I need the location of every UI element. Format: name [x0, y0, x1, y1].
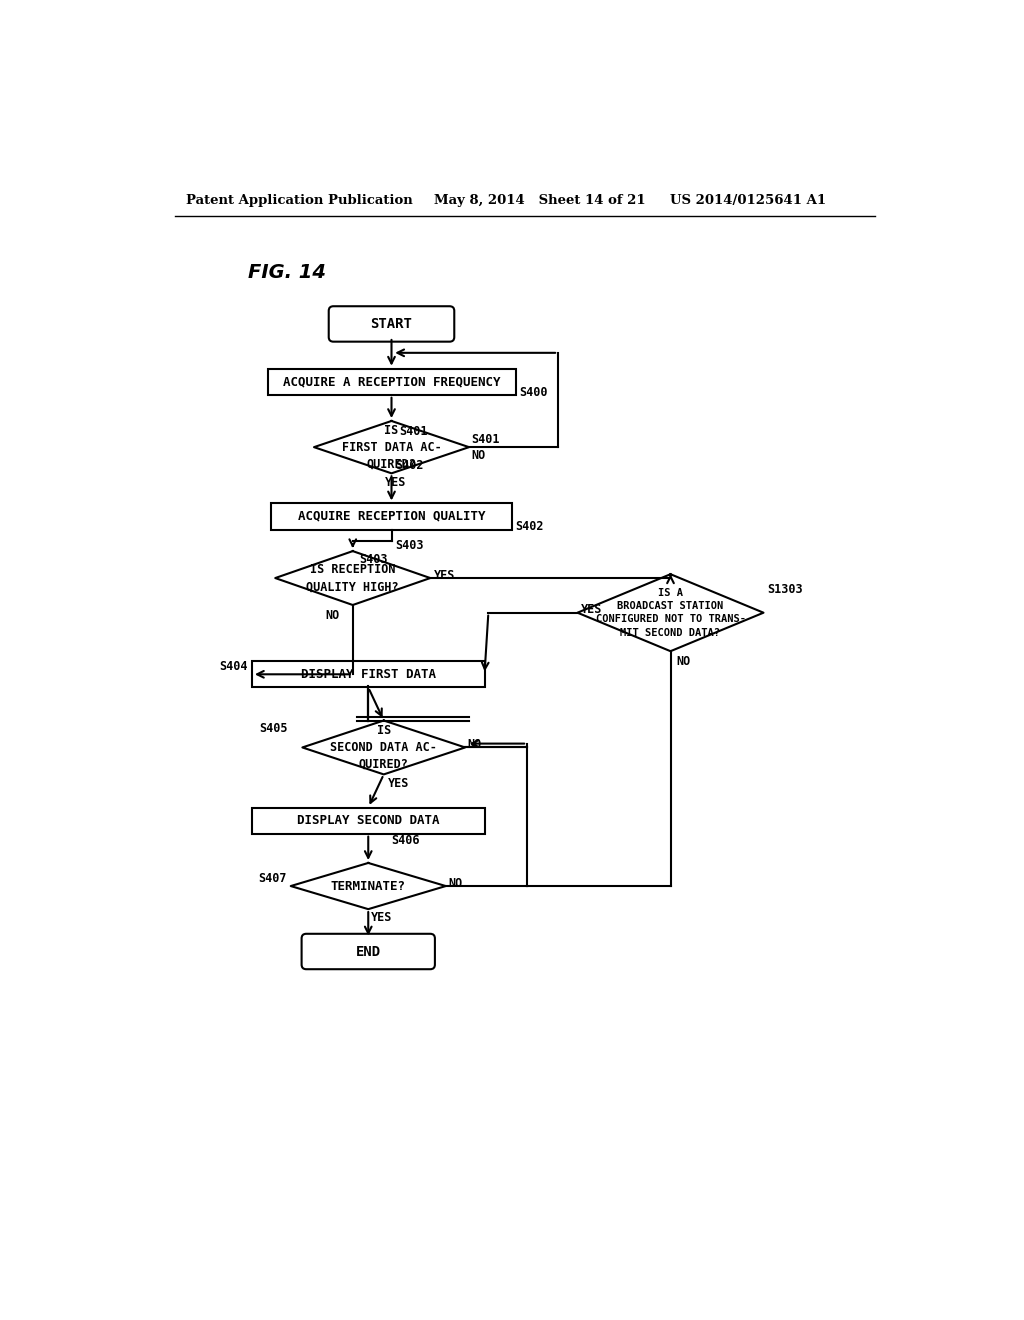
Text: IS
FIRST DATA AC-
QUIRED?: IS FIRST DATA AC- QUIRED? [342, 424, 441, 471]
Text: TERMINATE?: TERMINATE? [331, 879, 406, 892]
Bar [252, 661, 484, 688]
Text: NO: NO [449, 876, 462, 890]
Text: FIG. 14: FIG. 14 [248, 263, 326, 281]
Text: ACQUIRE A RECEPTION FREQUENCY: ACQUIRE A RECEPTION FREQUENCY [283, 375, 501, 388]
Polygon shape [578, 574, 764, 651]
Text: S402: S402 [395, 459, 424, 471]
Text: START: START [371, 317, 413, 331]
Text: US 2014/0125641 A1: US 2014/0125641 A1 [671, 194, 826, 207]
Text: S400: S400 [519, 385, 548, 399]
Text: DISPLAY FIRST DATA: DISPLAY FIRST DATA [301, 668, 436, 681]
Text: YES: YES [434, 569, 456, 582]
Text: YES: YES [388, 776, 409, 789]
FancyBboxPatch shape [302, 933, 435, 969]
Polygon shape [302, 721, 465, 775]
Text: S1303: S1303 [767, 583, 803, 597]
Text: S402: S402 [515, 520, 544, 533]
Text: S405: S405 [260, 722, 288, 735]
Text: YES: YES [582, 603, 603, 616]
Bar [267, 368, 515, 395]
Text: IS
SECOND DATA AC-
QUIRED?: IS SECOND DATA AC- QUIRED? [331, 723, 437, 771]
Text: NO: NO [326, 609, 340, 622]
Text: YES: YES [371, 911, 392, 924]
Text: S401: S401 [399, 425, 428, 438]
Text: May 8, 2014   Sheet 14 of 21: May 8, 2014 Sheet 14 of 21 [434, 194, 646, 207]
Text: Patent Application Publication: Patent Application Publication [186, 194, 413, 207]
FancyBboxPatch shape [329, 306, 455, 342]
Bar [252, 808, 484, 834]
Text: NO: NO [677, 655, 691, 668]
Text: NO: NO [471, 449, 485, 462]
Bar [271, 503, 512, 529]
Text: NO: NO [467, 738, 481, 751]
Text: S404: S404 [219, 660, 248, 673]
Text: S401: S401 [471, 433, 500, 446]
Text: DISPLAY SECOND DATA: DISPLAY SECOND DATA [297, 814, 439, 828]
Text: S403: S403 [395, 539, 424, 552]
Polygon shape [314, 421, 469, 474]
Text: S407: S407 [258, 873, 287, 886]
Polygon shape [275, 552, 430, 605]
Text: S403: S403 [359, 553, 387, 566]
Text: END: END [355, 945, 381, 958]
Text: IS A
BROADCAST STATION
CONFIGURED NOT TO TRANS-
MIT SECOND DATA?: IS A BROADCAST STATION CONFIGURED NOT TO… [596, 587, 745, 638]
Polygon shape [291, 863, 445, 909]
Text: YES: YES [385, 475, 407, 488]
Text: ACQUIRE RECEPTION QUALITY: ACQUIRE RECEPTION QUALITY [298, 510, 485, 523]
Text: IS RECEPTION
QUALITY HIGH?: IS RECEPTION QUALITY HIGH? [306, 564, 399, 593]
Text: S406: S406 [391, 834, 420, 847]
